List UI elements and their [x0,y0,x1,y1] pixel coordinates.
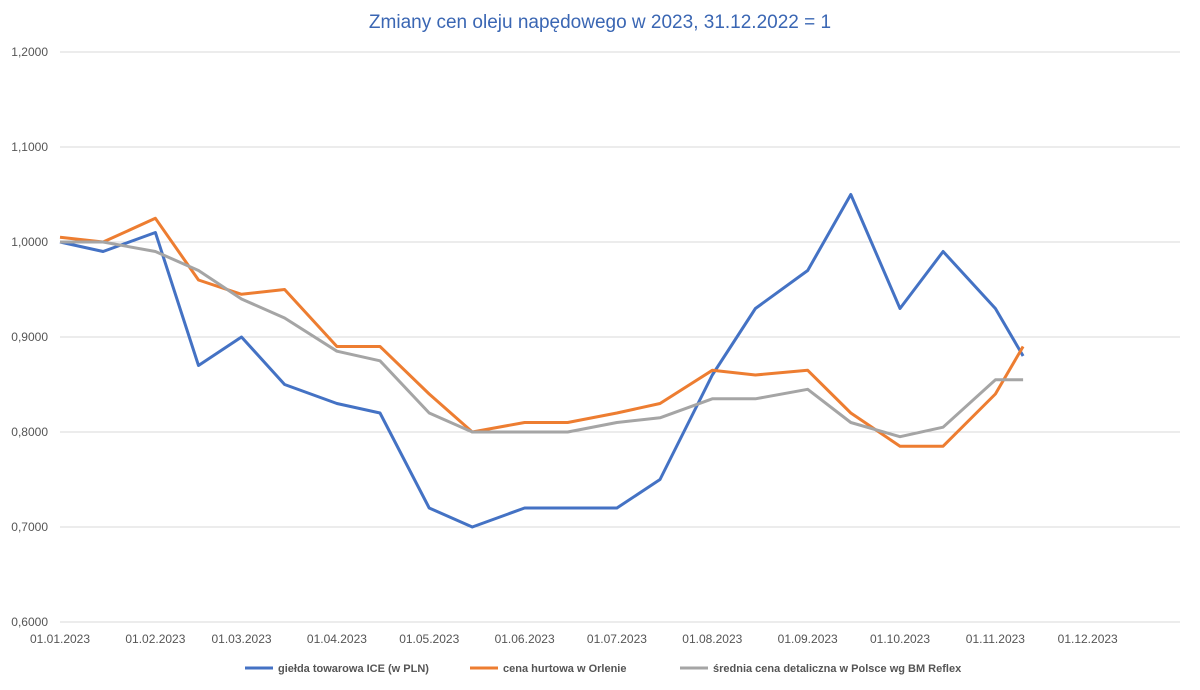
y-axis-ticks: 0,6000 0,7000 0,8000 0,9000 1,0000 1,1000 1,20… [11,45,48,629]
x-tick-label: 01.06.2023 [495,632,555,646]
x-tick-label: 01.12.2023 [1058,632,1118,646]
legend-label-rednia-cena-detaliczna-w-polsce-wg-bm-reflex: średnia cena detaliczna w Polsce wg BM R… [713,663,962,675]
x-tick-label: 01.01.2023 [30,632,90,646]
x-tick-label: 01.02.2023 [125,632,185,646]
x-tick-label: 01.04.2023 [307,632,367,646]
series-line-cena-hurtowa-w-orlenie [59,216,1025,448]
legend-label-cena-hurtowa-w-orlenie: cena hurtowa w Orlenie [503,663,626,675]
x-tick-label: 01.10.2023 [870,632,930,646]
y-tick-label: 0,8000 [11,425,48,439]
series-line-gie-da-towarowa-ice-w-pln [59,193,1025,529]
y-tick-label: 1,0000 [11,235,48,249]
series-layer [59,193,1025,529]
x-tick-label: 01.09.2023 [778,632,838,646]
y-tick-label: 1,1000 [11,140,48,154]
x-tick-label: 01.08.2023 [682,632,742,646]
grid-layer [60,51,1180,623]
x-tick-label: 01.11.2023 [966,632,1025,646]
x-tick-label: 01.03.2023 [212,632,272,646]
series-line-rednia-cena-detaliczna-w-polsce-wg-bm-reflex [60,240,1024,439]
legend-label-gie-da-towarowa-ice-w-pln: giełda towarowa ICE (w PLN) [278,663,429,675]
y-tick-label: 0,6000 [11,615,48,629]
x-axis-ticks: 01.01.2023 01.02.2023 01.03.2023 01.04.2023… [30,632,1118,646]
legend: giełda towarowa ICE (w PLN) cena hurtowa … [245,663,962,675]
y-tick-label: 0,9000 [11,330,48,344]
chart-title: Zmiany cen oleju napędowego w 2023, 31.1… [369,12,831,33]
y-tick-label: 1,2000 [11,45,48,59]
x-tick-label: 01.05.2023 [399,632,459,646]
y-tick-label: 0,7000 [11,520,48,534]
x-tick-label: 01.07.2023 [587,632,647,646]
